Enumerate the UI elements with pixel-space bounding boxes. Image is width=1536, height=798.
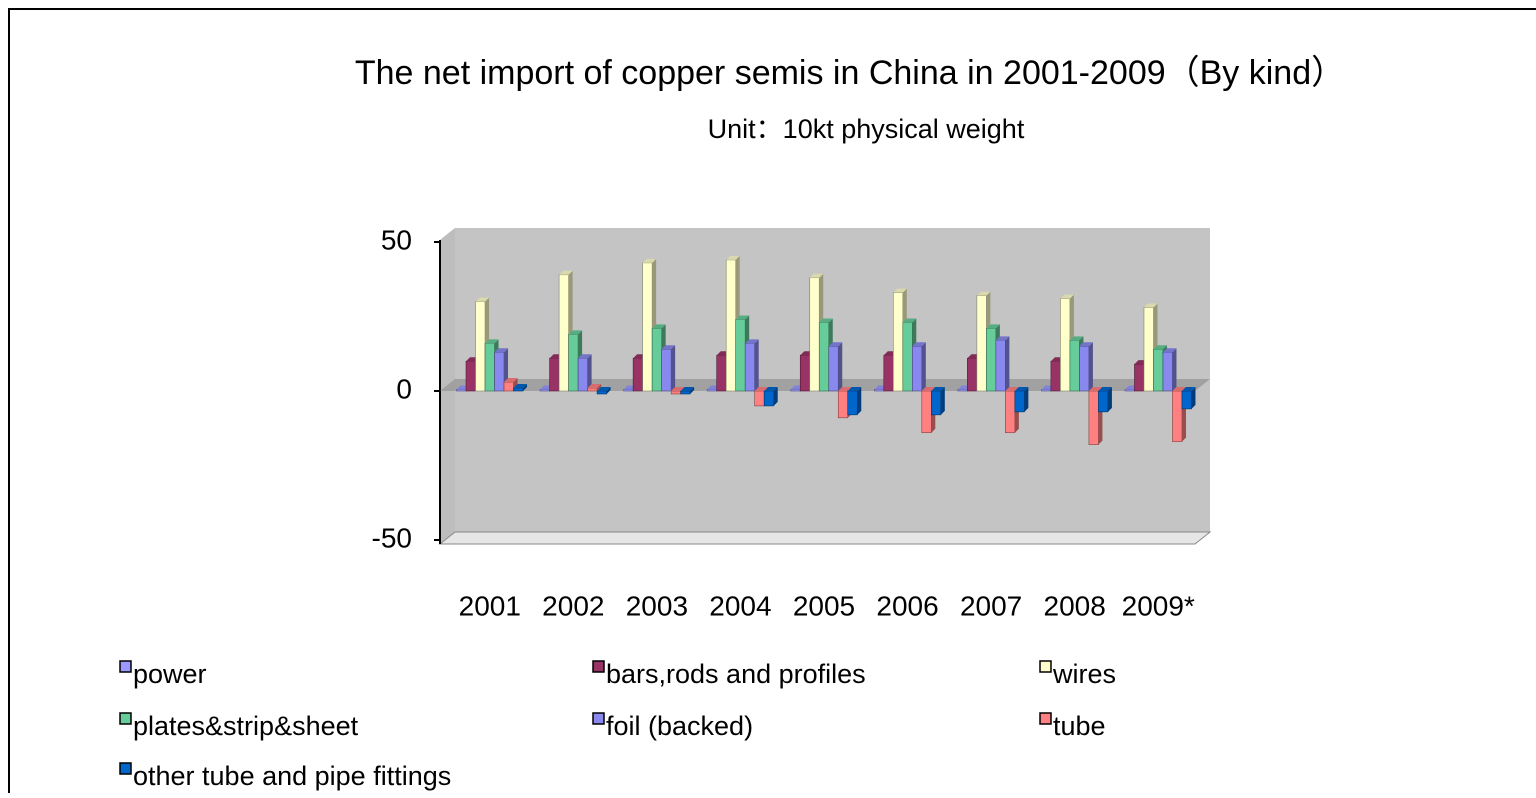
chart-subtitle: Unit：10kt physical weight (708, 114, 1025, 144)
legend-label: tube (1053, 711, 1106, 741)
bar (680, 387, 695, 395)
legend-swatch (119, 660, 132, 673)
plot-floor (438, 531, 1212, 545)
bar (828, 342, 843, 392)
bar (513, 384, 528, 392)
bar (763, 387, 778, 407)
bar (847, 387, 862, 416)
legend-label: bars,rods and profiles (606, 659, 866, 689)
y-tick-label: 50 (381, 224, 412, 255)
y-tick-label: 0 (396, 373, 412, 404)
bar (587, 384, 602, 392)
bar (995, 336, 1010, 392)
x-tick-label: 2001 (459, 590, 521, 621)
bar (1079, 342, 1093, 392)
chart-title: The net import of copper semis in China … (355, 54, 1345, 92)
bar (1181, 387, 1196, 410)
bar (912, 342, 926, 392)
x-tick-label: 2006 (876, 590, 938, 621)
x-tick-label: 2008 (1044, 590, 1106, 621)
x-tick-label: 2005 (793, 590, 855, 621)
bar (577, 354, 592, 392)
bar (1098, 387, 1112, 413)
legend-label: other tube and pipe fittings (133, 761, 451, 791)
bar (661, 345, 676, 392)
legend-swatch (1039, 660, 1052, 673)
bar (1014, 387, 1029, 413)
x-tick-label: 2004 (709, 590, 771, 621)
legend-swatch (592, 712, 605, 725)
legend-label: wires (1052, 659, 1116, 689)
x-tick-label: 2009* (1122, 590, 1195, 621)
legend-label: foil (backed) (606, 711, 753, 741)
legend-swatch (592, 660, 605, 673)
legend-swatch (1039, 712, 1052, 725)
legend-swatch (119, 712, 132, 725)
x-tick-label: 2007 (960, 590, 1022, 621)
bar (1162, 348, 1177, 392)
legend-swatch (119, 762, 132, 775)
x-tick-label: 2002 (542, 590, 604, 621)
x-tick-label: 2003 (626, 590, 688, 621)
legend-label: power (133, 659, 207, 689)
bar (744, 339, 759, 392)
bar (931, 387, 945, 416)
legend-label: plates&strip&sheet (133, 711, 359, 741)
bar (596, 387, 611, 395)
y-tick-label: -50 (372, 522, 412, 553)
